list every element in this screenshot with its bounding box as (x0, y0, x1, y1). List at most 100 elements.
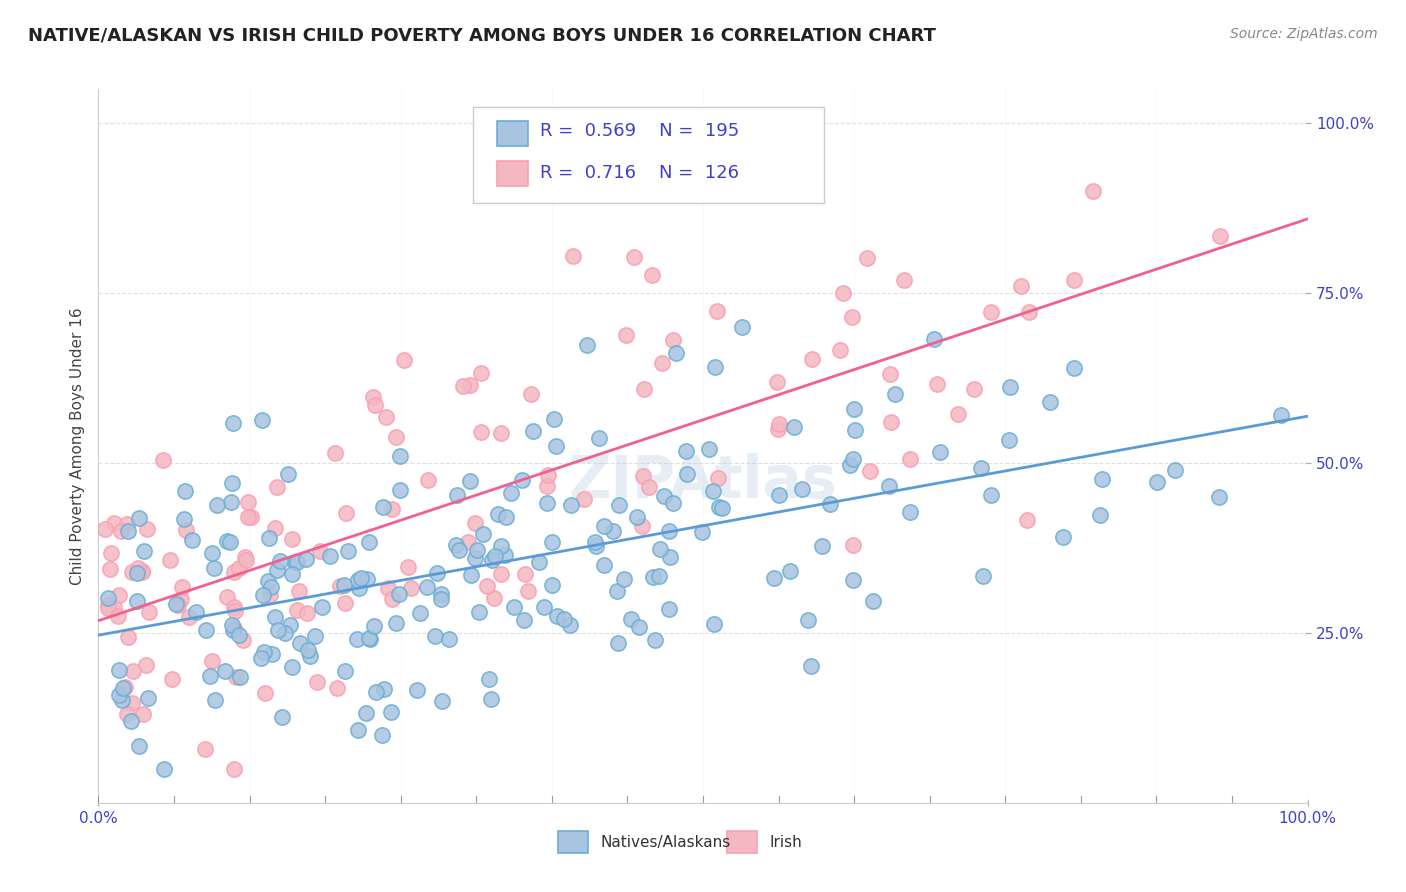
Point (702, 483, 724, 498)
Point (553, 612, 575, 626)
Point (513, 613, 536, 627)
Point (676, 467, 699, 481)
Point (93, 523, 115, 537)
Point (929, 445, 952, 459)
Point (176, 523, 198, 537)
Point (1052, 530, 1074, 544)
Point (117, 630, 139, 644)
Point (173, 512, 195, 526)
Point (335, 506, 357, 520)
Point (489, 425, 512, 440)
Point (796, 613, 818, 627)
Point (613, 573, 636, 587)
Point (703, 360, 725, 375)
Point (264, 609, 287, 624)
Point (396, 560, 419, 574)
Point (880, 415, 903, 429)
Point (540, 534, 562, 549)
Point (998, 380, 1021, 394)
Point (224, 599, 246, 614)
FancyBboxPatch shape (474, 107, 824, 203)
Point (475, 579, 498, 593)
Point (1010, 278, 1032, 293)
Point (184, 606, 207, 620)
Point (377, 582, 399, 596)
FancyBboxPatch shape (498, 121, 527, 146)
Point (1270, 409, 1292, 423)
Point (963, 382, 986, 396)
FancyBboxPatch shape (558, 831, 588, 853)
Point (925, 376, 948, 391)
Point (675, 443, 697, 458)
Point (308, 544, 330, 558)
Point (222, 762, 245, 776)
Point (633, 382, 655, 396)
Text: R =  0.569    N =  195: R = 0.569 N = 195 (540, 121, 740, 139)
Point (606, 584, 628, 599)
Text: Source: ZipAtlas.com: Source: ZipAtlas.com (1230, 27, 1378, 41)
Point (108, 688, 131, 702)
Point (1039, 395, 1062, 409)
Point (662, 333, 685, 347)
Point (359, 534, 381, 549)
Point (295, 606, 318, 620)
Point (356, 573, 378, 587)
Point (259, 588, 281, 602)
Point (630, 519, 652, 533)
Point (266, 563, 288, 577)
Point (375, 409, 398, 424)
Point (811, 539, 834, 553)
Point (153, 762, 176, 776)
Point (311, 599, 333, 614)
Point (844, 423, 866, 437)
Point (280, 532, 302, 546)
Point (274, 626, 297, 640)
Point (458, 475, 481, 489)
Point (136, 691, 159, 706)
Point (768, 488, 790, 502)
Point (486, 507, 509, 521)
Point (877, 479, 900, 493)
Text: Natives/Alaskans: Natives/Alaskans (600, 835, 731, 849)
Point (229, 670, 252, 684)
Point (970, 461, 993, 475)
Point (467, 605, 489, 619)
Point (278, 618, 301, 632)
Point (200, 668, 222, 682)
Point (980, 305, 1002, 319)
Point (607, 498, 630, 512)
Point (373, 681, 395, 696)
Point (381, 591, 404, 606)
Point (288, 584, 311, 599)
Point (224, 604, 246, 618)
Point (97, 600, 120, 615)
Point (648, 542, 671, 557)
Point (800, 659, 823, 673)
Point (831, 285, 853, 300)
Point (444, 538, 467, 552)
Point (304, 628, 326, 642)
Point (329, 579, 352, 593)
Point (998, 433, 1021, 447)
Point (1017, 513, 1039, 527)
Point (416, 473, 439, 487)
Point (980, 488, 1002, 502)
Point (98, 562, 121, 576)
Point (100, 546, 122, 560)
Point (779, 564, 801, 578)
Point (495, 510, 517, 524)
Point (626, 510, 648, 524)
Point (222, 621, 245, 635)
Point (385, 615, 408, 630)
Point (464, 551, 486, 566)
Point (628, 619, 651, 633)
Point (638, 480, 661, 494)
Point (430, 591, 453, 606)
Point (644, 632, 666, 647)
Point (607, 636, 630, 650)
Point (333, 664, 356, 678)
Point (135, 658, 157, 673)
Point (97, 598, 120, 612)
Point (347, 574, 370, 588)
Point (544, 439, 567, 453)
